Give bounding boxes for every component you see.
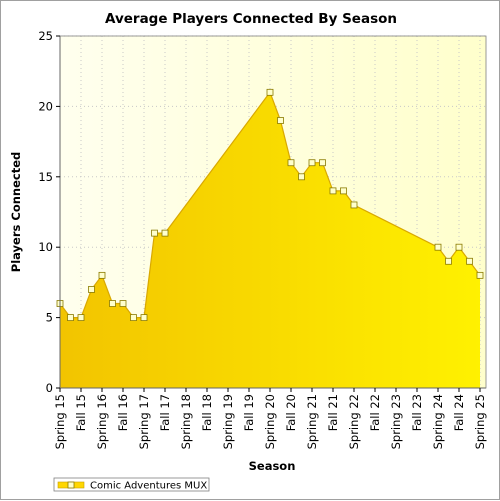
x-tick-label: Spring 24 — [431, 394, 445, 449]
x-tick-label: Fall 21 — [326, 394, 340, 431]
data-point — [277, 117, 284, 124]
x-tick-label: Fall 15 — [74, 394, 88, 431]
x-axis-label: Season — [249, 459, 296, 473]
data-point — [455, 243, 463, 251]
x-tick-label: Fall 24 — [452, 394, 466, 431]
plot-border — [59, 35, 487, 389]
chart-title: Average Players Connected By Season — [105, 11, 397, 27]
data-point — [287, 159, 295, 167]
series-area — [60, 92, 480, 389]
data-point — [67, 314, 74, 322]
data-point — [308, 159, 316, 167]
x-tick-label: Spring 15 — [53, 394, 67, 449]
data-point — [88, 286, 95, 293]
data-point — [466, 257, 473, 265]
x-tick-label: Spring 22 — [347, 394, 361, 449]
x-tick-label: Fall 22 — [368, 394, 382, 431]
data-point — [119, 300, 127, 307]
x-tick-label: Spring 25 — [473, 394, 487, 449]
x-tick-label: Fall 19 — [242, 394, 256, 431]
y-ticks: 0 5 10 15 20 25 — [38, 29, 60, 395]
y-tick-label: 0 — [46, 381, 53, 395]
data-point — [319, 159, 326, 167]
x-tick-label: Spring 16 — [95, 394, 109, 449]
data-point — [350, 201, 358, 209]
y-tick-label: 20 — [38, 99, 53, 113]
x-tick-label: Spring 21 — [305, 394, 319, 449]
data-point — [77, 314, 85, 322]
data-point — [445, 257, 452, 265]
y-tick-label: 25 — [38, 29, 53, 43]
data-point — [298, 173, 305, 181]
x-tick-label: Spring 19 — [221, 394, 235, 449]
x-tick-label: Spring 17 — [137, 394, 151, 449]
x-tick-label: Spring 23 — [389, 394, 403, 449]
legend-box — [53, 477, 210, 492]
legend-marker — [67, 481, 75, 489]
y-tick-label: 5 — [46, 311, 53, 325]
data-point — [140, 314, 148, 322]
data-point — [151, 229, 158, 237]
data-point — [98, 271, 106, 279]
legend-label: Comic Adventures MUX — [90, 481, 207, 492]
x-tick-label: Fall 16 — [116, 394, 130, 431]
x-ticks: Spring 15 Fall 15 Spring 16 Fall 16 Spring 1… — [53, 388, 487, 449]
x-tick-label: Fall 23 — [410, 394, 424, 431]
data-point — [329, 187, 337, 195]
x-tick-label: Fall 17 — [158, 394, 172, 431]
data-point — [109, 300, 116, 307]
x-tick-label: Fall 20 — [284, 394, 298, 431]
x-tick-label: Spring 18 — [179, 394, 193, 449]
data-point — [130, 314, 137, 322]
data-point — [266, 88, 274, 96]
legend: Comic Adventures MUX — [53, 477, 210, 492]
data-point — [340, 187, 347, 195]
axes — [59, 35, 487, 389]
data-point — [161, 229, 169, 237]
y-axis-label: Players Connected — [9, 152, 23, 272]
x-tick-label: Fall 18 — [200, 394, 214, 431]
x-tick-label: Spring 20 — [263, 394, 277, 449]
y-tick-label: 10 — [38, 240, 53, 254]
data-point — [476, 271, 484, 279]
data-point — [434, 243, 442, 251]
y-tick-label: 15 — [38, 170, 53, 184]
